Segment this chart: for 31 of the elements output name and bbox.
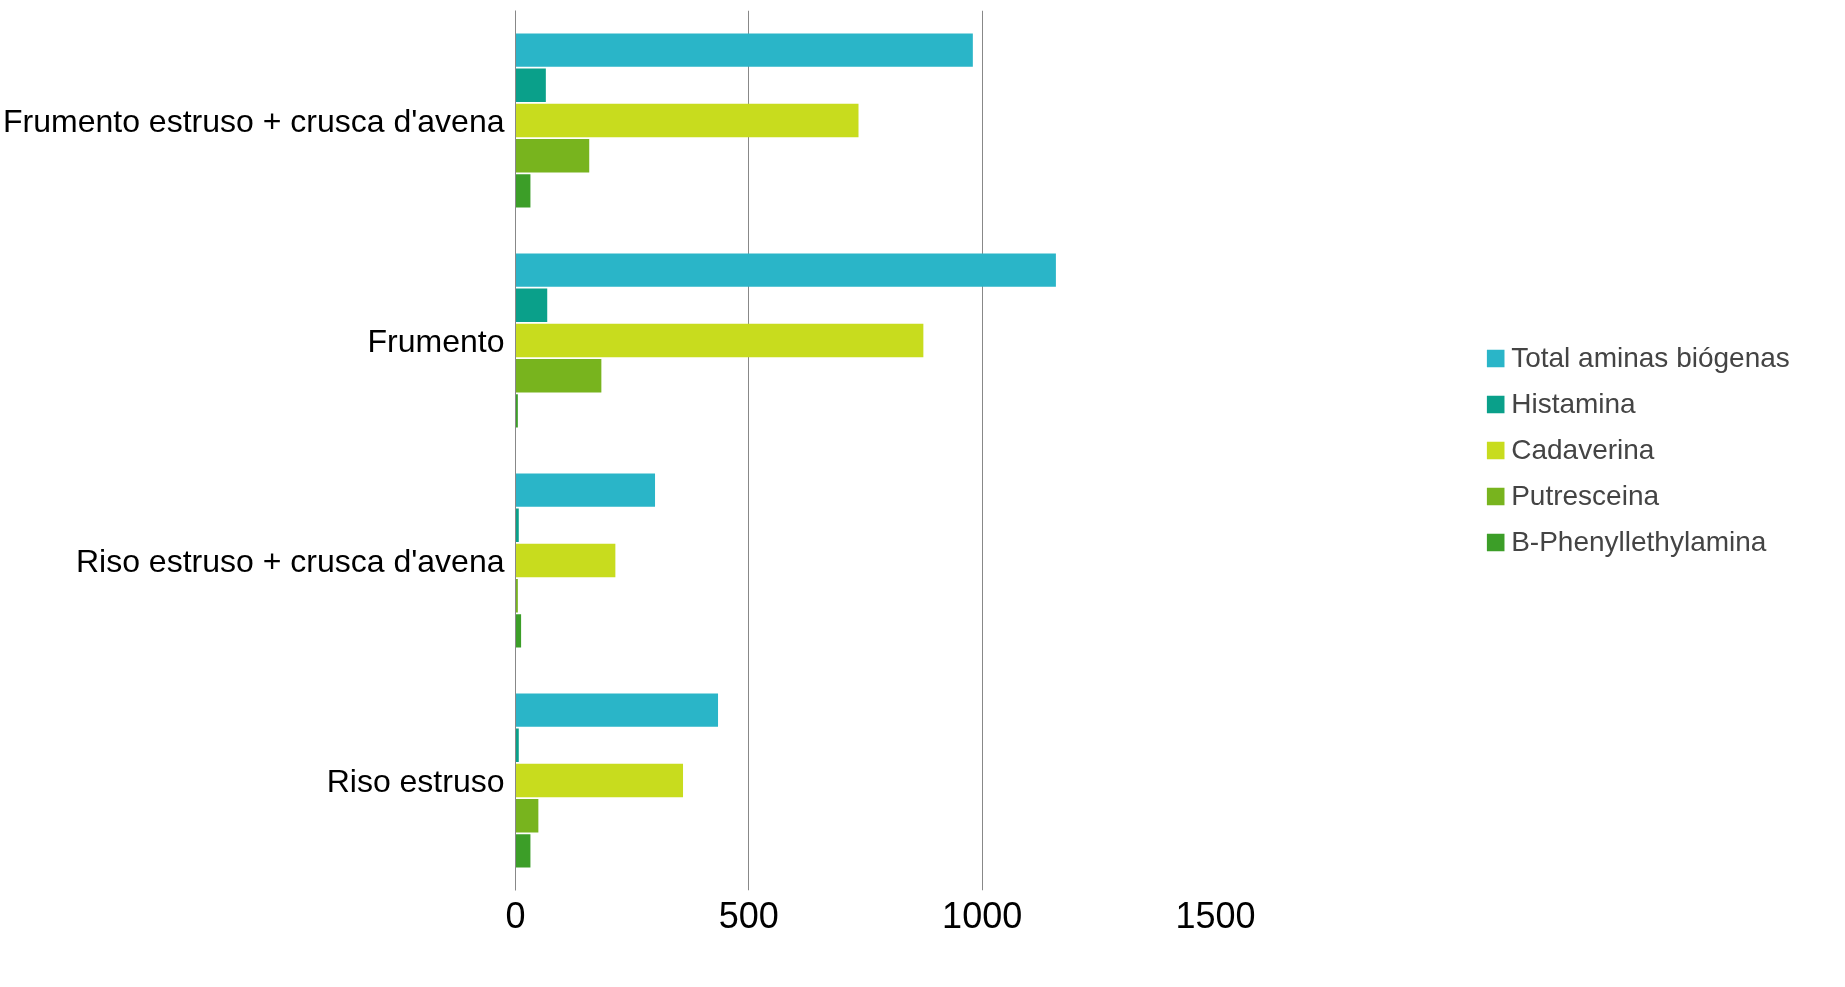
y-tick-label: Riso estruso xyxy=(326,762,505,799)
bar xyxy=(515,543,616,578)
x-tick-label: 500 xyxy=(718,894,779,936)
y-tick-label: Frumento xyxy=(367,322,505,359)
legend-label: Cadaverina xyxy=(1511,434,1655,466)
bar xyxy=(515,253,1056,287)
bar xyxy=(515,68,546,103)
x-tick-label: 1500 xyxy=(1175,894,1256,936)
bar xyxy=(515,798,539,833)
x-tick-label: 1000 xyxy=(942,894,1023,936)
bar xyxy=(515,358,602,393)
bar xyxy=(515,728,519,763)
legend-label: Total aminas biógenas xyxy=(1511,342,1790,374)
legend-label: Putresceina xyxy=(1511,480,1660,512)
bar xyxy=(515,174,531,208)
bar xyxy=(515,288,548,323)
bar xyxy=(515,103,859,138)
bar xyxy=(515,508,519,543)
y-tick-label: Riso estruso + crusca d'avena xyxy=(75,542,505,579)
bar xyxy=(515,33,973,67)
bar xyxy=(515,763,684,798)
y-tick-label: Frumento estruso + crusca d'avena xyxy=(3,102,505,139)
bar xyxy=(515,614,522,648)
bar xyxy=(515,693,719,727)
legend-label: B-Phenyllethylamina xyxy=(1511,526,1767,558)
bar xyxy=(515,473,656,507)
bar xyxy=(515,834,531,868)
bar xyxy=(515,323,924,358)
x-tick-label: 0 xyxy=(505,894,526,936)
legend-label: Histamina xyxy=(1511,388,1636,420)
bar xyxy=(515,138,590,173)
